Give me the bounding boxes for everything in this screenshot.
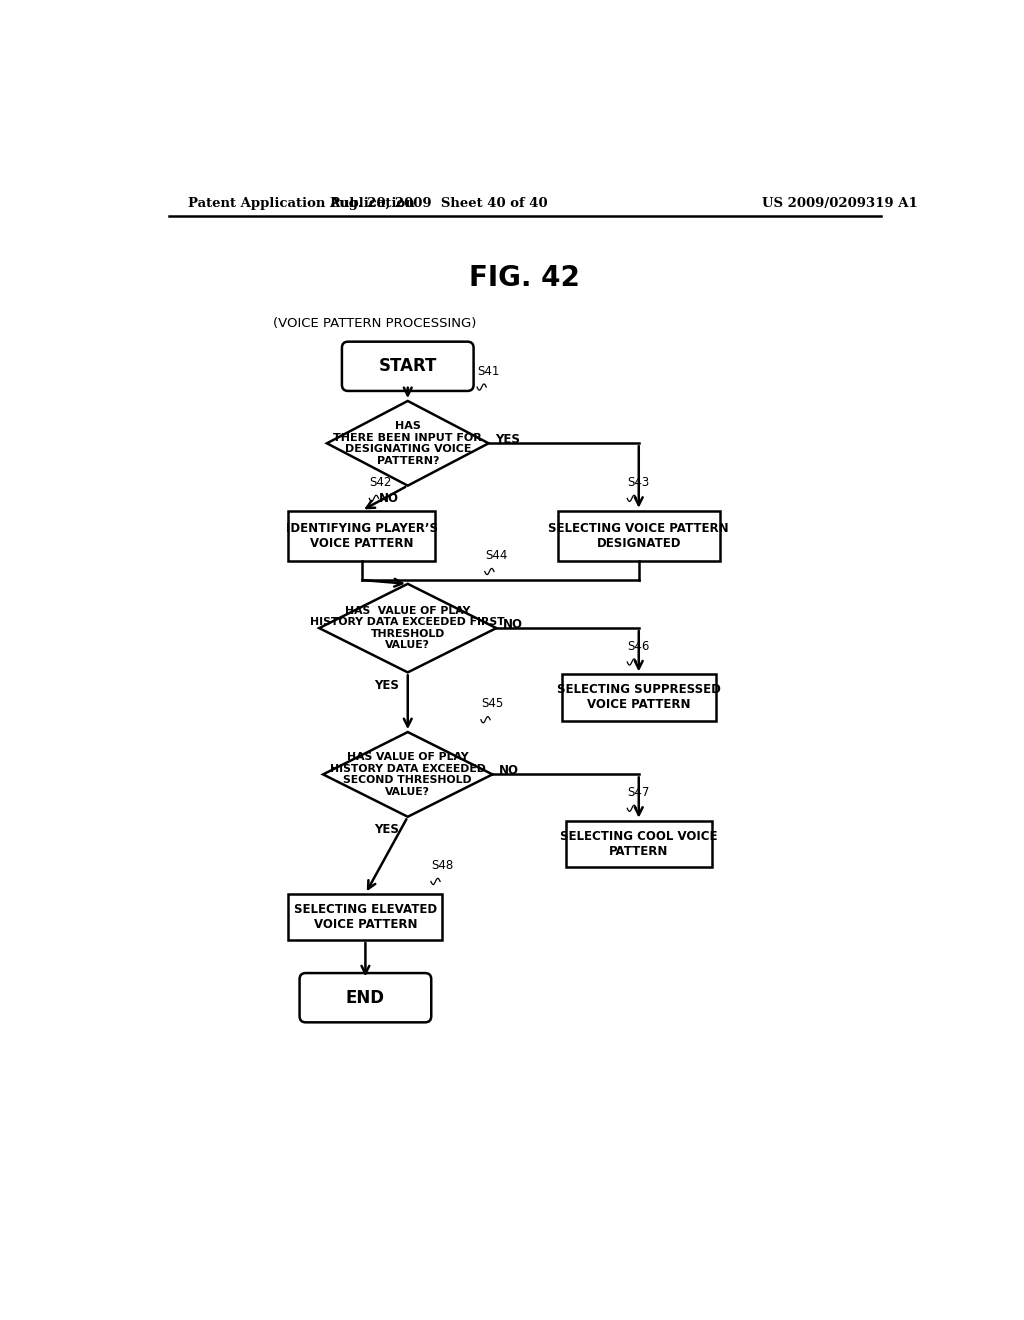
Text: YES: YES [374, 678, 398, 692]
Polygon shape [327, 401, 488, 486]
Text: HAS  VALUE OF PLAY
HISTORY DATA EXCEEDED FIRST
THRESHOLD
VALUE?: HAS VALUE OF PLAY HISTORY DATA EXCEEDED … [310, 606, 505, 651]
Text: SELECTING ELEVATED
VOICE PATTERN: SELECTING ELEVATED VOICE PATTERN [294, 903, 437, 931]
Text: HAS
THERE BEEN INPUT FOR
DESIGNATING VOICE
PATTERN?: HAS THERE BEEN INPUT FOR DESIGNATING VOI… [334, 421, 482, 466]
Text: IDENTIFYING PLAYER’S
VOICE PATTERN: IDENTIFYING PLAYER’S VOICE PATTERN [286, 521, 437, 549]
Text: START: START [379, 358, 437, 375]
FancyBboxPatch shape [300, 973, 431, 1022]
Text: S47: S47 [628, 785, 649, 799]
FancyBboxPatch shape [342, 342, 473, 391]
Text: Patent Application Publication: Patent Application Publication [188, 197, 415, 210]
Bar [562, 675, 716, 721]
Text: HAS VALUE OF PLAY
HISTORY DATA EXCEEDED
SECOND THRESHOLD
VALUE?: HAS VALUE OF PLAY HISTORY DATA EXCEEDED … [330, 752, 485, 797]
Text: YES: YES [374, 822, 398, 836]
Text: Aug. 20, 2009  Sheet 40 of 40: Aug. 20, 2009 Sheet 40 of 40 [330, 197, 548, 210]
Text: S45: S45 [481, 697, 503, 710]
Text: SELECTING VOICE PATTERN
DESIGNATED: SELECTING VOICE PATTERN DESIGNATED [549, 521, 729, 549]
Text: YES: YES [495, 433, 519, 446]
Text: SELECTING SUPPRESSED
VOICE PATTERN: SELECTING SUPPRESSED VOICE PATTERN [557, 684, 721, 711]
Text: NO: NO [499, 764, 518, 777]
Polygon shape [323, 733, 493, 817]
Text: S43: S43 [628, 477, 649, 490]
Text: S44: S44 [484, 549, 507, 562]
Text: S42: S42 [370, 477, 391, 490]
Text: SELECTING COOL VOICE
PATTERN: SELECTING COOL VOICE PATTERN [560, 830, 718, 858]
Text: FIG. 42: FIG. 42 [469, 264, 581, 292]
Bar [289, 511, 435, 561]
Text: END: END [346, 989, 385, 1007]
Polygon shape [319, 583, 497, 672]
Bar [565, 821, 712, 867]
Text: S48: S48 [431, 859, 453, 873]
Text: NO: NO [503, 618, 522, 631]
Text: S41: S41 [477, 364, 500, 378]
Text: NO: NO [379, 492, 398, 504]
Bar [558, 511, 720, 561]
Bar [289, 894, 442, 940]
Text: (VOICE PATTERN PROCESSING): (VOICE PATTERN PROCESSING) [273, 317, 476, 330]
Text: US 2009/0209319 A1: US 2009/0209319 A1 [762, 197, 918, 210]
Text: S46: S46 [628, 640, 649, 653]
